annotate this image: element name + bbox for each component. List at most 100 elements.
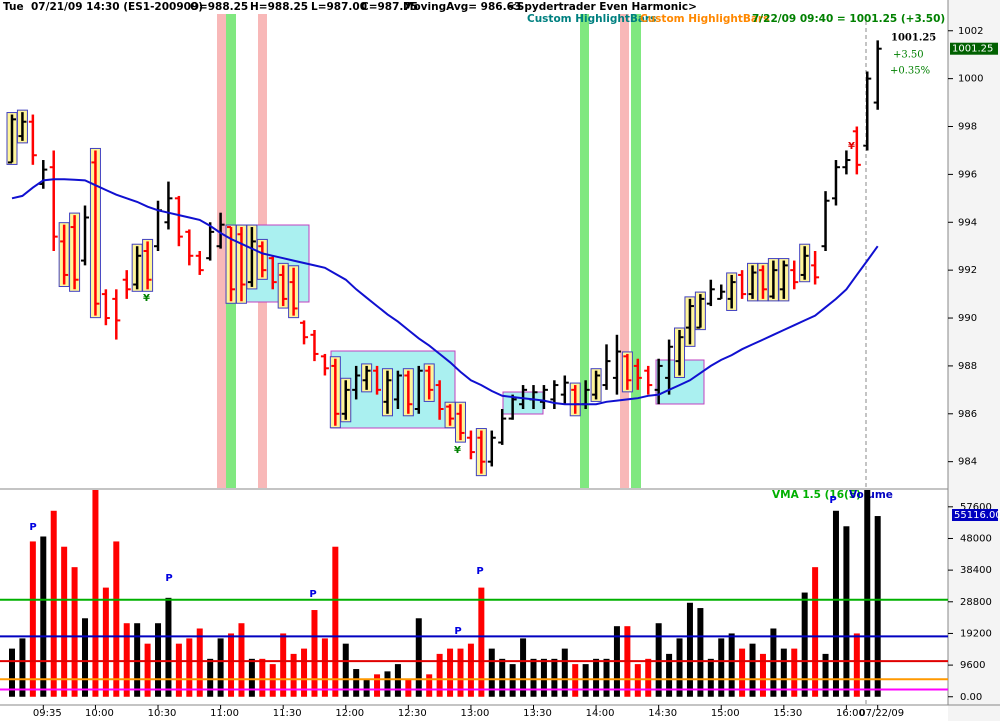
volume-bar bbox=[697, 608, 704, 697]
pivot-label: P bbox=[309, 589, 316, 600]
volume-bar bbox=[520, 638, 527, 697]
volume-bar bbox=[332, 546, 339, 697]
header-open: O=988.25 bbox=[190, 1, 248, 13]
signal-label: ¥ bbox=[143, 293, 150, 304]
volume-bar bbox=[843, 526, 850, 697]
header-day: Tue bbox=[3, 1, 24, 13]
header-study: <Spydertrader Even Harmonic> bbox=[508, 1, 697, 13]
y-tick-label: 48000 bbox=[960, 533, 992, 544]
volume-bar bbox=[728, 633, 735, 697]
volume-bar bbox=[394, 664, 401, 697]
last-price-label: 1001.25 bbox=[952, 44, 993, 55]
volume-bar bbox=[832, 510, 839, 697]
volume-bar bbox=[447, 648, 454, 697]
x-tick-label: 07/22/09 bbox=[859, 708, 904, 719]
volume-bar bbox=[666, 653, 673, 697]
volume-bar bbox=[540, 658, 547, 697]
volume-bar bbox=[155, 623, 162, 697]
x-tick-label: 10:00 bbox=[85, 708, 114, 719]
volume-bar bbox=[812, 567, 819, 697]
volume-bar bbox=[353, 669, 360, 697]
pivot-label: P bbox=[165, 573, 172, 584]
header-highlight: Custom HighlightBars bbox=[640, 13, 769, 25]
volume-bar bbox=[61, 546, 68, 697]
pivot-label: P bbox=[454, 626, 461, 637]
volume-bar bbox=[426, 674, 433, 697]
volume-bar bbox=[207, 658, 214, 697]
volume-bar bbox=[561, 648, 568, 697]
volume-bar bbox=[290, 653, 297, 697]
volume-bar bbox=[572, 664, 579, 697]
x-tick-label: 12:30 bbox=[398, 708, 427, 719]
header-moving-avg: MovingAvg= 986.63 bbox=[403, 1, 521, 13]
volume-bar bbox=[791, 648, 798, 697]
volume-bar bbox=[645, 658, 652, 697]
volume-bar bbox=[311, 610, 318, 697]
x-tick-label: 11:00 bbox=[210, 708, 239, 719]
highlight-band bbox=[580, 14, 589, 488]
x-tick-label: 15:00 bbox=[711, 708, 740, 719]
volume-bar bbox=[509, 664, 516, 697]
x-tick-label: 13:30 bbox=[523, 708, 552, 719]
volume-bar bbox=[144, 643, 151, 697]
header-last-quote: 7/22/09 09:40 = 1001.25 (+3.50) bbox=[752, 13, 945, 25]
volume-bar bbox=[874, 516, 881, 697]
x-tick-label: 11:30 bbox=[273, 708, 302, 719]
volume-bar bbox=[853, 633, 860, 697]
volume-bar bbox=[759, 653, 766, 697]
y-tick-label: 19200 bbox=[960, 628, 992, 639]
y-tick-label: 990 bbox=[958, 313, 977, 324]
volume-bar bbox=[196, 628, 203, 697]
volume-bars bbox=[9, 490, 881, 697]
volume-bar bbox=[9, 648, 15, 697]
axis-panel bbox=[948, 0, 1000, 721]
volume-bar bbox=[499, 658, 506, 697]
volume-bar bbox=[71, 567, 78, 697]
y-tick-label: 9600 bbox=[960, 660, 985, 671]
volume-bar bbox=[186, 638, 193, 697]
volume-bar bbox=[342, 643, 349, 697]
price-annotation: +0.35% bbox=[890, 66, 930, 77]
header-highlight: Custom HighlightBars bbox=[527, 13, 656, 25]
volume-bar bbox=[29, 541, 36, 697]
volume-bar bbox=[238, 623, 245, 697]
volume-bar bbox=[467, 643, 474, 697]
y-tick-label: 996 bbox=[958, 169, 977, 180]
y-tick-label: 1000 bbox=[958, 74, 983, 85]
volume-bar bbox=[634, 664, 641, 697]
volume-bar bbox=[217, 638, 224, 697]
price-annotation: +3.50 bbox=[893, 50, 924, 61]
volume-bar bbox=[718, 638, 725, 697]
volume-bar bbox=[593, 658, 600, 697]
y-tick-label: 38400 bbox=[960, 565, 992, 576]
volume-bar bbox=[864, 490, 871, 697]
volume-bar bbox=[488, 648, 495, 697]
signal-label: ¥ bbox=[848, 141, 855, 152]
volume-bar bbox=[175, 643, 182, 697]
volume-bar bbox=[102, 587, 109, 697]
volume-bar bbox=[530, 658, 537, 697]
volume-bar bbox=[259, 658, 266, 697]
volume-bar bbox=[19, 638, 26, 697]
x-tick-label: 15:30 bbox=[773, 708, 802, 719]
volume-bar bbox=[280, 633, 287, 697]
indicator-label: VMA 1.5 (16(5) bbox=[772, 489, 861, 501]
pivot-label: P bbox=[476, 566, 483, 577]
y-tick-label: 28800 bbox=[960, 597, 992, 608]
volume-bar bbox=[113, 541, 120, 697]
pivot-label: P bbox=[29, 522, 36, 533]
volume-bar bbox=[822, 653, 829, 697]
last-volume-label: 55116.00 bbox=[954, 510, 1000, 521]
x-tick-label: 09:35 bbox=[33, 708, 62, 719]
y-tick-label: 986 bbox=[958, 409, 977, 420]
volume-bar bbox=[582, 664, 589, 697]
volume-bar bbox=[165, 597, 172, 697]
y-tick-label: 0.00 bbox=[960, 692, 982, 703]
volume-bar bbox=[739, 648, 746, 697]
y-tick-label: 994 bbox=[958, 217, 977, 228]
highlight-band bbox=[620, 14, 629, 488]
header-close: C=987.75 bbox=[361, 1, 418, 13]
volume-bar bbox=[228, 633, 235, 697]
volume-bar bbox=[655, 623, 662, 697]
